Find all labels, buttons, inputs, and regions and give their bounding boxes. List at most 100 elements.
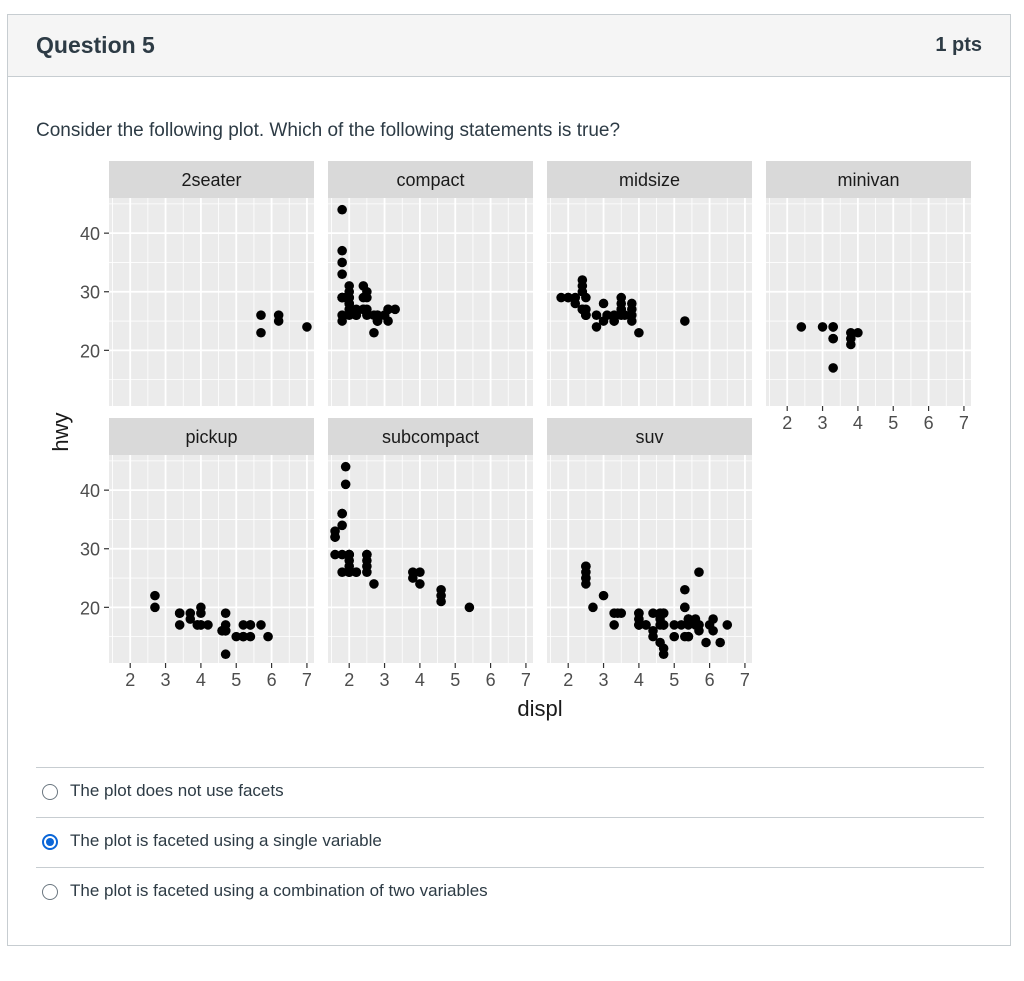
data-point [174,608,185,618]
data-point [722,620,733,630]
panel-background [766,198,971,406]
data-point [588,602,598,613]
radio-button[interactable] [42,834,58,850]
x-tick-label: 4 [853,413,863,433]
x-axis-title: displ [517,696,562,721]
data-point [369,579,379,589]
data-point [634,620,644,630]
radio-button[interactable] [42,784,58,800]
facet-strip [766,161,971,198]
x-tick-label: 5 [888,413,898,433]
data-point [796,322,807,332]
data-point [263,631,273,642]
data-point [846,327,856,338]
answer-option-1[interactable]: The plot is faceted using a single varia… [36,817,984,867]
data-point [256,310,266,320]
facet-label: pickup [185,427,237,447]
data-point [690,620,701,630]
data-point [344,555,355,566]
facet-strip [109,418,314,455]
question-points: 1 pts [935,34,982,56]
x-tick-label: 3 [161,670,171,690]
data-point [362,292,372,303]
data-point [658,643,669,654]
y-axis-title: hwy [48,412,73,451]
radio-button[interactable] [42,884,58,900]
data-point [351,567,362,577]
question-text: Consider the following plot. Which of th… [36,120,621,141]
facet-strip [547,418,752,455]
data-point [337,257,347,268]
data-point [598,590,609,601]
data-point [715,637,725,648]
data-point [616,304,627,315]
x-tick-label: 5 [231,670,241,690]
answer-option-0[interactable]: The plot does not use facets [36,767,984,817]
data-point [694,567,704,577]
panel-background [109,198,314,406]
data-point [203,620,213,630]
data-point [337,245,347,256]
data-point [701,637,711,648]
x-tick-label: 7 [740,670,750,690]
x-tick-label: 6 [924,413,934,433]
data-point [150,602,160,613]
data-point [817,322,828,332]
data-point [174,620,185,630]
data-point [612,608,623,618]
facet-label: compact [396,170,464,190]
data-point [337,520,347,531]
data-point [669,620,680,630]
data-point [591,322,602,332]
data-point [415,567,425,577]
data-point [598,298,609,309]
x-tick-label: 4 [196,670,206,690]
data-point [369,327,379,338]
data-point [337,567,347,577]
data-point [708,625,718,636]
facet-strip [109,161,314,198]
faceted-scatter-plot: 2seater 20 30 40 compact midsize minivan 2 3 4 5 6 7… [48,161,971,721]
data-point [337,316,347,326]
answer-label[interactable]: The plot is faceted using a single varia… [70,831,382,850]
answer-option-2[interactable]: The plot is faceted using a combination … [36,867,984,917]
data-point [344,298,355,309]
x-tick-label: 3 [599,670,609,690]
panel-background [109,455,314,663]
data-point [362,549,372,560]
data-point [340,479,351,490]
x-tick-label: 2 [125,670,135,690]
data-point [627,316,637,326]
data-point [563,292,574,303]
y-tick-label: 20 [80,341,100,361]
data-point [238,631,249,642]
data-point [828,322,838,332]
data-point [362,567,372,577]
data-point [330,549,340,560]
data-point [708,614,718,624]
data-point [581,573,591,583]
data-point [337,508,347,519]
y-tick-label: 40 [80,481,100,501]
data-point [627,298,637,309]
data-point [634,327,644,338]
data-point [828,333,838,344]
panel-background [328,455,533,663]
data-point [648,625,658,636]
answer-label[interactable]: The plot is faceted using a combination … [70,881,488,900]
x-tick-label: 6 [267,670,277,690]
data-point [217,625,227,636]
data-point [853,327,863,338]
x-tick-label: 7 [521,670,531,690]
data-point [273,316,284,326]
x-tick-label: 3 [380,670,390,690]
data-point [581,561,591,572]
y-tick-label: 40 [80,224,100,244]
panel-background [328,198,533,406]
data-point [556,292,566,303]
data-point [238,620,249,630]
data-point [245,631,256,642]
data-point [196,608,206,618]
answer-label[interactable]: The plot does not use facets [70,781,284,800]
data-point [683,620,694,630]
